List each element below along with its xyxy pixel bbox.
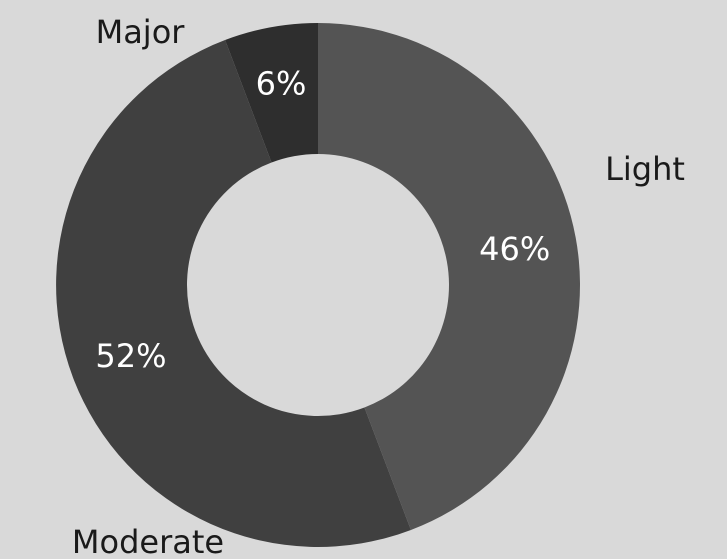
category-label-major: Major — [96, 13, 186, 51]
slice-major — [225, 23, 318, 163]
slice-moderate — [56, 40, 411, 547]
donut-category-labels: Light Moderate Major — [72, 13, 685, 559]
donut-slices — [56, 23, 580, 547]
value-label-moderate: 52% — [95, 337, 166, 375]
donut-value-labels: 46% 52% 6% — [95, 64, 550, 375]
category-label-moderate: Moderate — [72, 523, 224, 559]
value-label-light: 46% — [479, 230, 550, 268]
category-label-light: Light — [605, 150, 685, 188]
slice-light — [318, 23, 580, 530]
value-label-major: 6% — [256, 64, 307, 102]
